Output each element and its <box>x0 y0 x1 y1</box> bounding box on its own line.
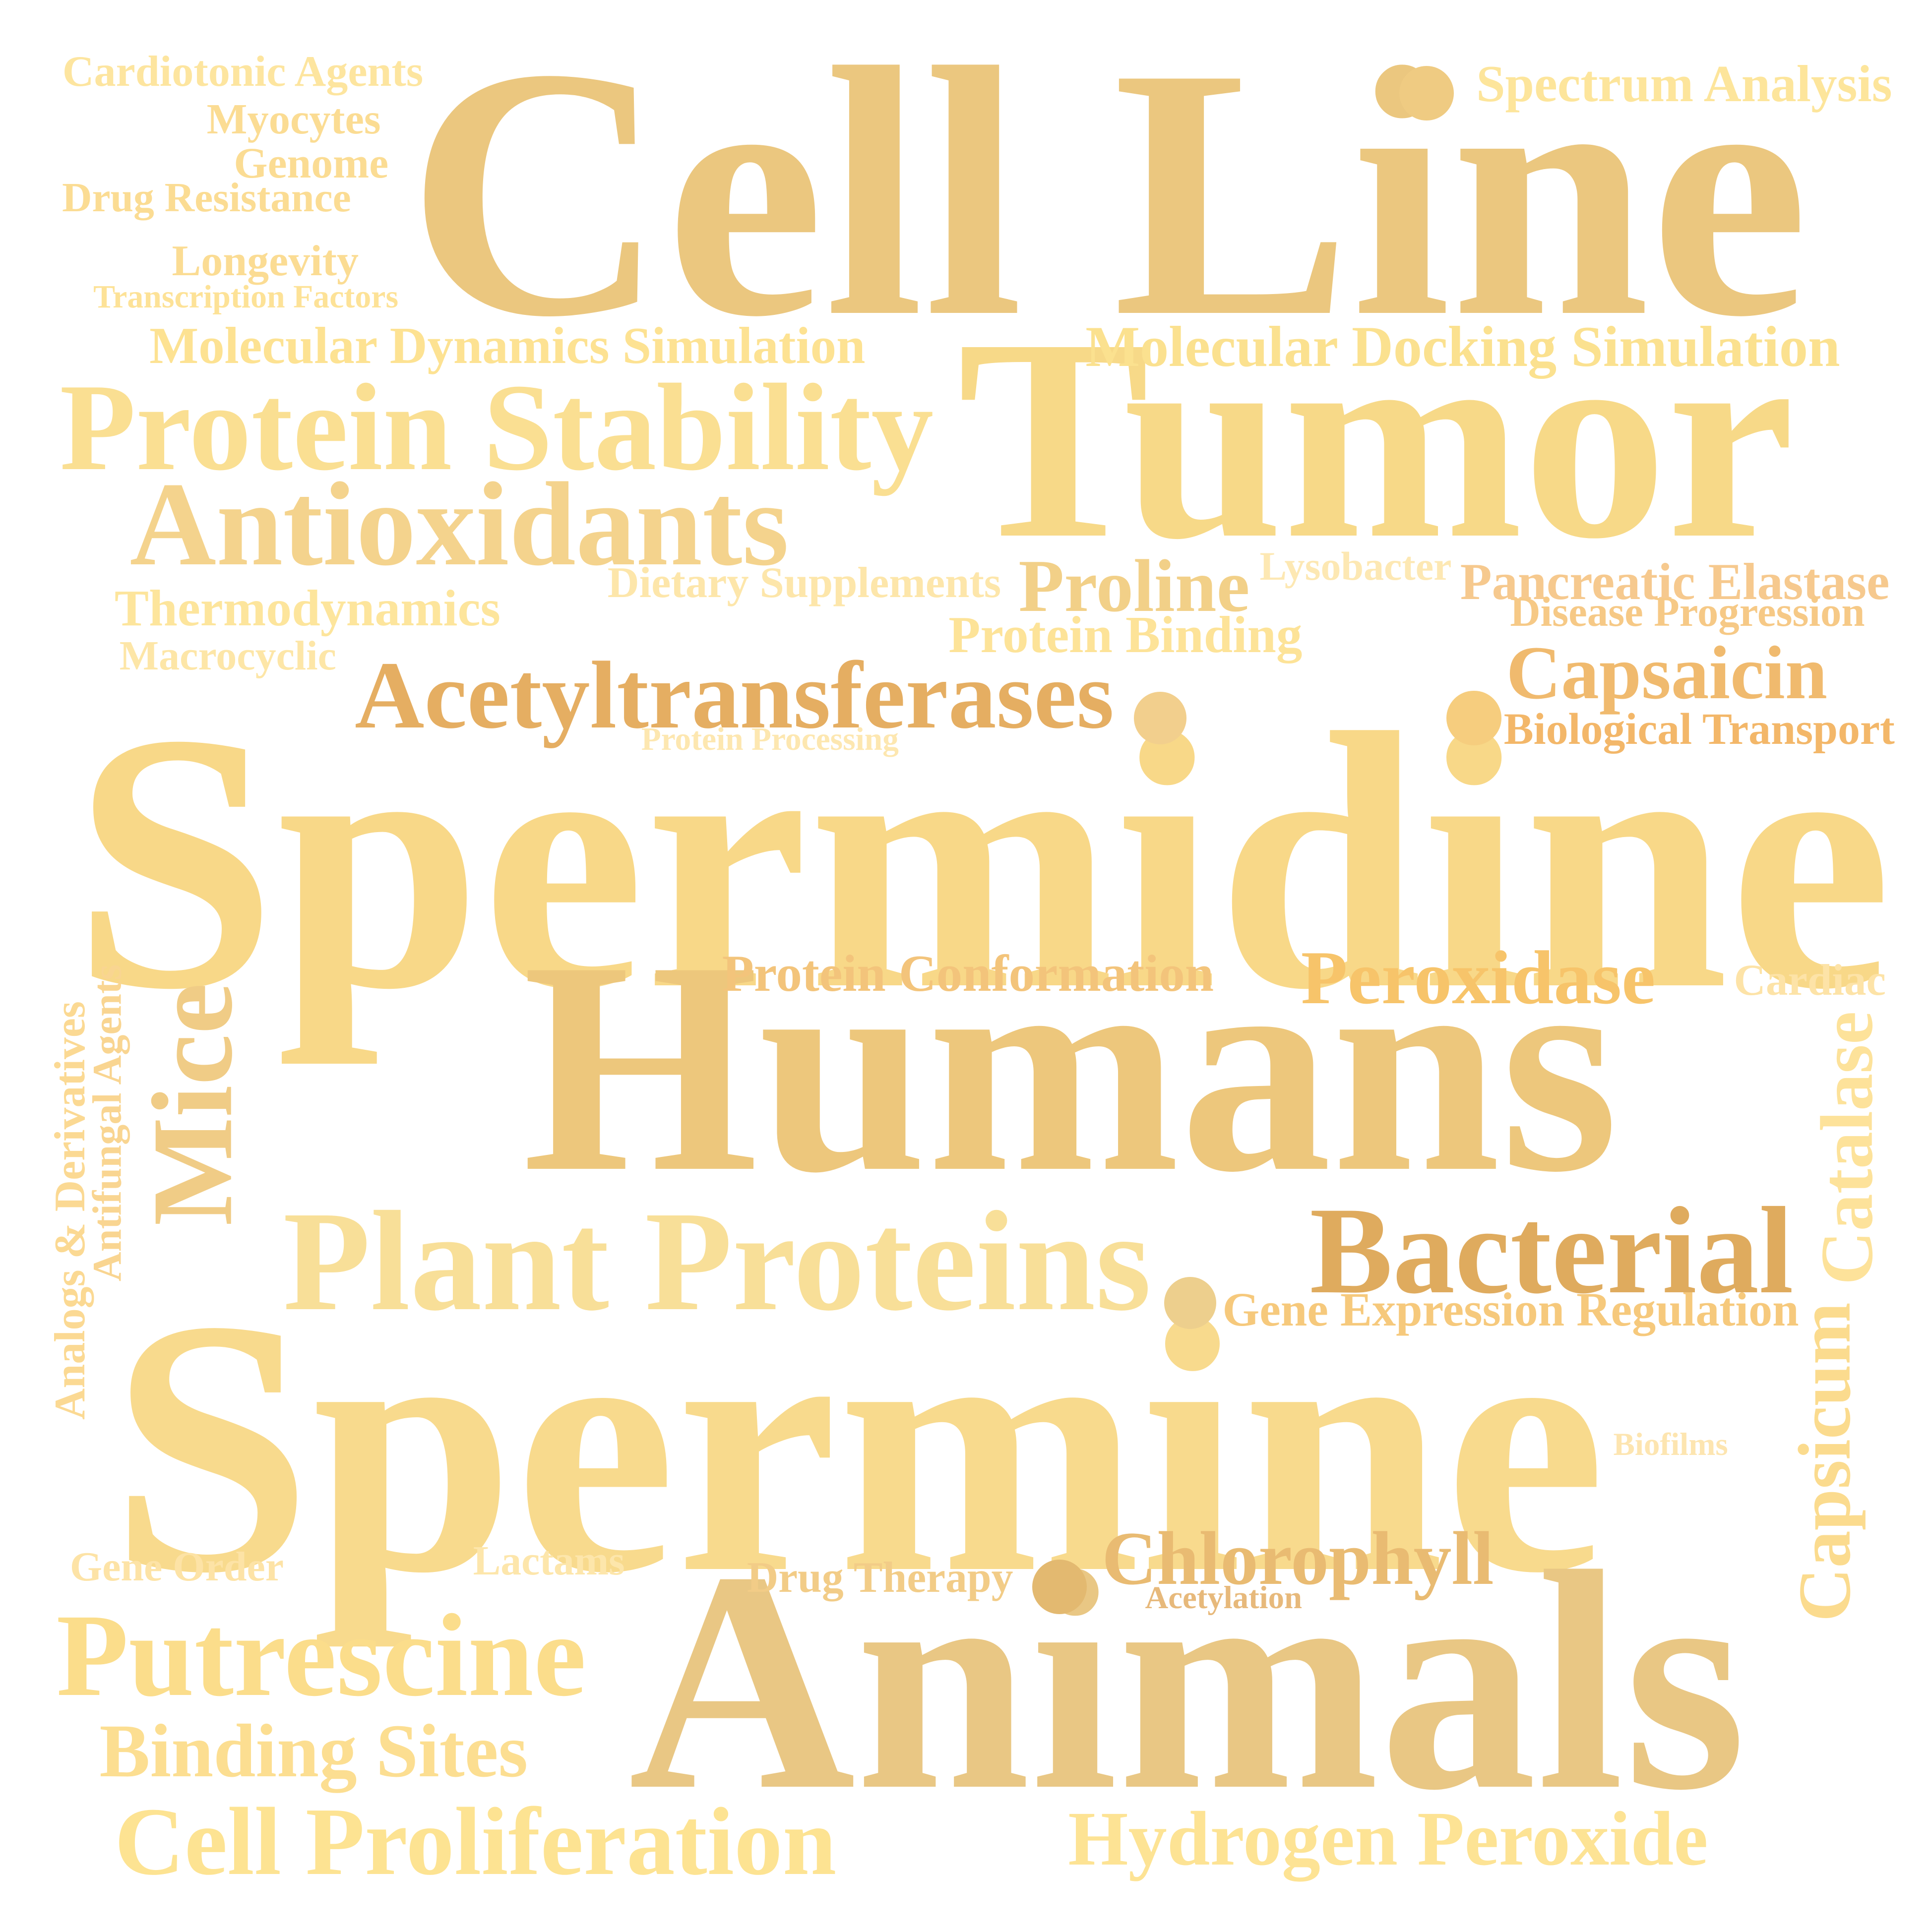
word-gene-order: Gene Order <box>69 1543 284 1590</box>
word-biological-transport: Biological Transport <box>1503 704 1895 754</box>
word-macrocyclic: Macrocyclic <box>119 632 336 679</box>
dot-glyph <box>1164 1276 1216 1329</box>
word-drug-resistance: Drug Resistance <box>62 175 351 221</box>
word-chlorophyll: Chlorophyll <box>1102 1516 1494 1601</box>
word-drug-therapy: Drug Therapy <box>747 1553 1013 1601</box>
word-antioxidants: Antioxidants <box>129 458 789 591</box>
word-peroxidase: Peroxidase <box>1301 935 1656 1020</box>
word-lactams: Lactams <box>473 1538 625 1584</box>
word-lysobacter: Lysobacter <box>1259 543 1452 589</box>
word-protein-binding: Protein Binding <box>948 605 1303 664</box>
word-protein-stability: Protein Stability <box>60 358 934 496</box>
dot-glyph <box>1032 1559 1087 1615</box>
word-cell-proliferation: Cell Proliferation <box>114 1788 837 1895</box>
word-proline: Proline <box>1018 544 1250 627</box>
word-mice: Mice <box>128 983 256 1226</box>
word-humans: Humans <box>522 899 1619 1235</box>
word-putrescine: Putrescine <box>56 1589 586 1721</box>
word-binding-sites: Binding Sites <box>99 1709 528 1793</box>
word-catalase: Catalase <box>1806 1011 1889 1285</box>
dot-glyph <box>1134 692 1186 744</box>
word-plant-proteins: Plant Proteins <box>283 1182 1151 1341</box>
word-protein-conformation: Protein Conformation <box>722 945 1214 1003</box>
word-thermodynamics: Thermodynamics <box>114 580 500 637</box>
word-spectrum-analysis: Spectrum Analysis <box>1476 54 1892 113</box>
dot-glyph <box>1446 690 1501 746</box>
word-bacterial: Bacterial <box>1309 1181 1794 1320</box>
word-hydrogen-peroxide: Hydrogen Peroxide <box>1068 1796 1708 1882</box>
word-disease-progression: Disease Progression <box>1510 589 1865 636</box>
word-animals: Animals <box>628 1507 1746 1855</box>
word-capsaicin: Capsaicin <box>1506 631 1828 716</box>
word-spermidine: Spermidine <box>72 658 1892 1065</box>
word-genome: Genome <box>234 138 389 187</box>
word-pancreatic-elastase: Pancreatic Elastase <box>1460 552 1890 610</box>
word-molecular-dynamics-simulation: Molecular Dynamics Simulation <box>149 317 866 375</box>
word-transcription-factors: Transcription Factors <box>93 278 399 315</box>
word-myocytes: Myocytes <box>206 95 381 143</box>
dot-glyph <box>1399 66 1454 121</box>
word-capsicum: Capsicum <box>1783 1302 1866 1622</box>
word-spermine: Spermine <box>110 1245 1606 1648</box>
word-acetylation: Acetylation <box>1145 1579 1303 1616</box>
word-cardiotonic-agents: Cardiotonic Agents <box>62 47 424 96</box>
word-cardiac: Cardiac <box>1734 956 1886 1005</box>
word-molecular-docking-simulation: Molecular Docking Simulation <box>1085 315 1840 379</box>
word-biofilms: Biofilms <box>1613 1427 1728 1463</box>
word-antifungal-agents: Antifungal Agents <box>84 964 130 1282</box>
word-cell-line: Cell Line <box>407 0 1809 391</box>
word-tumor: Tumor <box>957 279 1795 598</box>
word-protein-processing: Protein Processing <box>641 722 899 758</box>
word-dietary-supplements: Dietary Supplements <box>607 558 1001 607</box>
word-acetyltransferases: Acetyltransferases <box>355 641 1114 748</box>
word-gene-expression-regulation: Gene Expression Regulation <box>1222 1283 1799 1336</box>
word-longevity: Longevity <box>172 237 359 286</box>
